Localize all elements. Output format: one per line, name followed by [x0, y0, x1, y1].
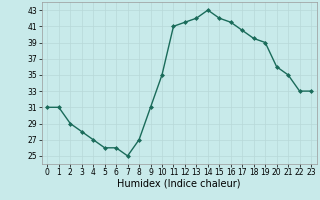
X-axis label: Humidex (Indice chaleur): Humidex (Indice chaleur): [117, 179, 241, 189]
